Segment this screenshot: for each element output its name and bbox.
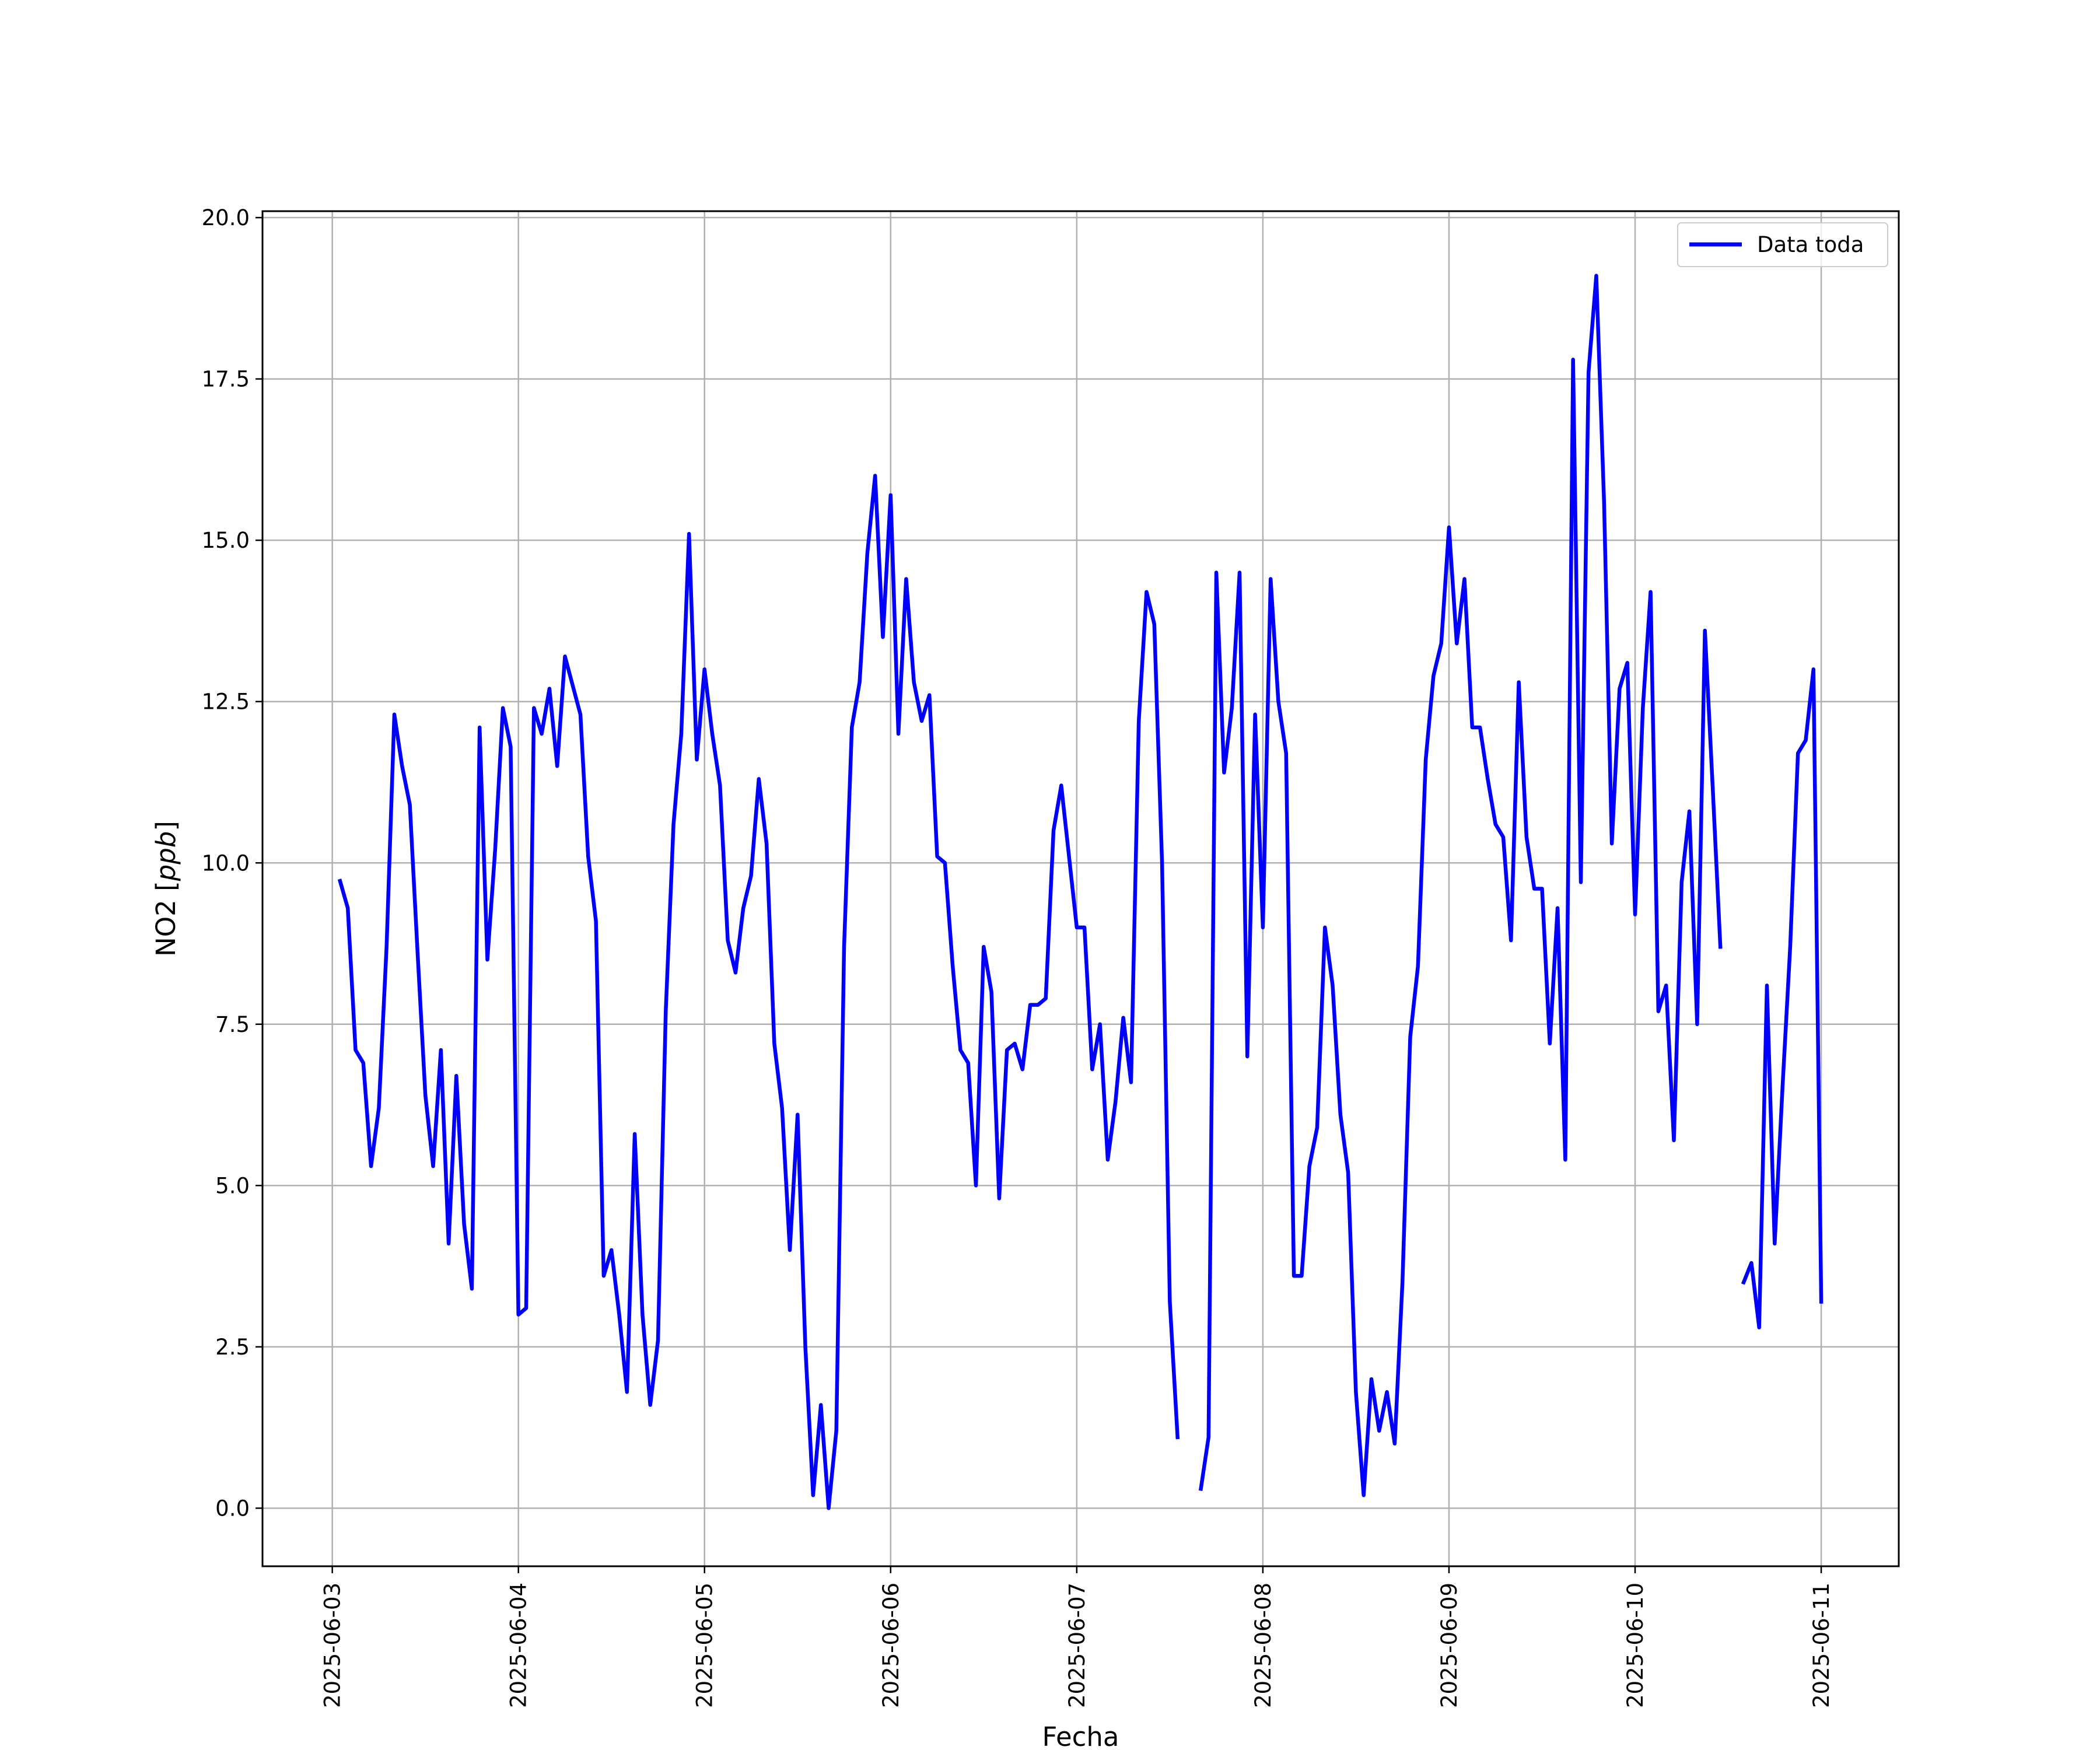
x-tick-label: 2025-06-06: [878, 1583, 904, 1708]
series-line-segment: [1741, 667, 1824, 1329]
x-tick-label: 2025-06-08: [1251, 1583, 1276, 1708]
y-tick-label: 12.5: [202, 690, 250, 715]
plot-area: [337, 274, 1824, 1510]
y-tick-label: 0.0: [215, 1496, 250, 1521]
series-line-segment: [1198, 274, 1723, 1497]
x-tick-label: 2025-06-11: [1809, 1583, 1834, 1708]
y-axis-title: NO2 [ppb]: [150, 821, 181, 957]
y-tick-label: 20.0: [202, 205, 250, 230]
x-tick-label: 2025-06-03: [320, 1583, 345, 1708]
x-tick-label: 2025-06-10: [1623, 1583, 1648, 1708]
axes-frame: [261, 210, 1900, 1567]
y-axis-title-unit: ppb: [150, 831, 181, 882]
x-tick-label: 2025-06-07: [1065, 1583, 1090, 1708]
y-tick-label: 15.0: [202, 528, 250, 553]
ticks: [256, 216, 1822, 1573]
x-tick-label: 2025-06-05: [692, 1583, 718, 1708]
x-tick-label: 2025-06-09: [1437, 1583, 1462, 1708]
x-axis-title: Fecha: [1042, 1721, 1119, 1750]
series-line-segment: [337, 474, 1180, 1510]
x-tick-label: 2025-06-04: [506, 1583, 531, 1708]
y-tick-label: 2.5: [215, 1335, 250, 1360]
tick-labels: 0.0 2.5 5.0 7.5 10.0 12.5 15.0 17.5 20.0 2025-06-…: [202, 205, 1834, 1708]
legend-box: [1677, 222, 1888, 267]
y-tick-label: 17.5: [202, 367, 250, 392]
y-tick-label: 5.0: [215, 1173, 250, 1198]
legend-label: Data toda: [1757, 232, 1864, 257]
y-axis-title-close: ]: [150, 821, 181, 831]
y-tick-label: 7.5: [215, 1012, 250, 1037]
y-tick-label: 10.0: [202, 850, 250, 876]
legend: Data toda: [1677, 222, 1888, 267]
y-axis-title-main: NO2 [: [150, 881, 181, 957]
